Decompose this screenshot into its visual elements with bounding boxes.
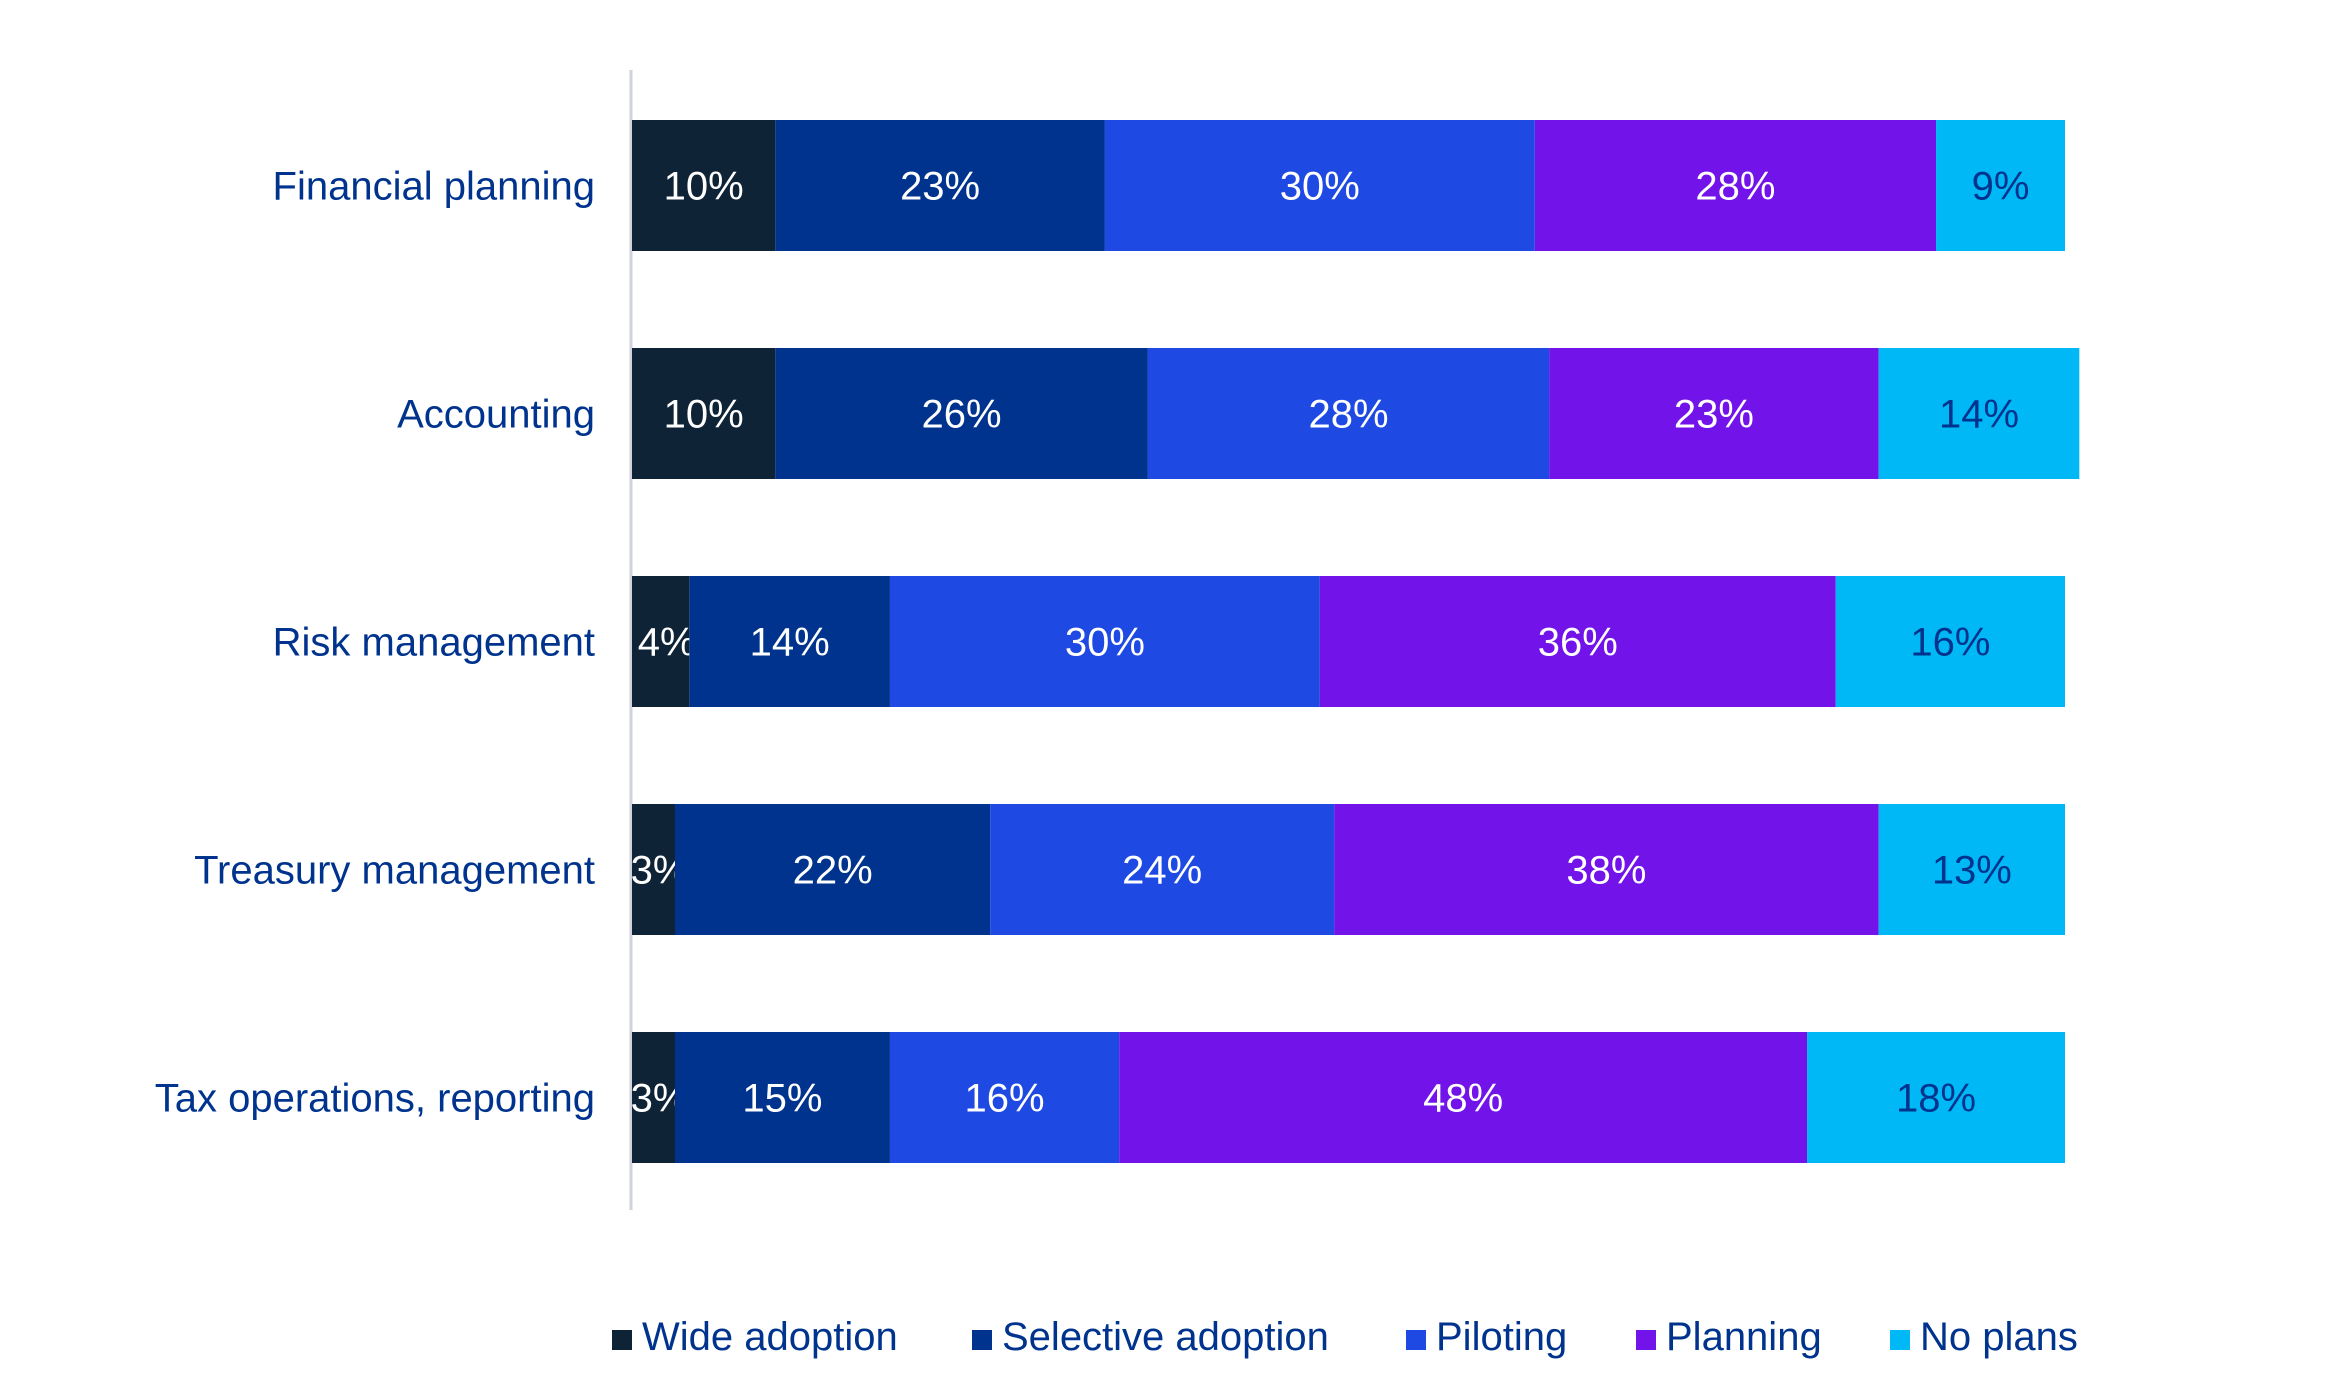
data-label: 13% [1932,849,2012,893]
bar-segment-wide-adoption [632,1032,675,1163]
legend-label: Selective adoption [1002,1315,1329,1359]
legend-label: Piloting [1436,1315,1567,1359]
bar-row: Risk management 4% 14% 30% 36% 16% [273,576,2065,707]
bar-segment-wide-adoption [632,120,776,251]
data-label: 18% [1896,1077,1976,1121]
data-label: 28% [1308,393,1388,437]
data-label: 16% [965,1077,1045,1121]
data-label: 23% [1674,393,1754,437]
category-label: Risk management [273,621,595,665]
bar-segment-selective-adoption [674,1032,890,1163]
legend-swatch [972,1330,992,1350]
bar-segment-piloting [889,1032,1120,1163]
data-label: 23% [900,165,980,209]
bar-segment-selective-adoption [674,804,991,935]
data-label: 48% [1423,1077,1503,1121]
data-label: 4% [638,621,696,665]
legend-swatch [1636,1330,1656,1350]
legend-item: Selective adoption [972,1315,1329,1359]
data-label: 30% [1065,621,1145,665]
bar-row: Tax operations, reporting 3% 15% 16% 48% 18% [155,1032,2065,1163]
bar-segment-piloting [990,804,1335,935]
bar-segment-no-plans [1835,576,2065,707]
legend-label: Wide adoption [642,1315,898,1359]
data-label: 28% [1695,165,1775,209]
legend-swatch [1890,1330,1910,1350]
bar-row: Financial planning 10% 23% 30% 28% 9% [273,120,2065,251]
data-label: 24% [1122,849,1202,893]
bar-segment-piloting [889,576,1320,707]
bar-segment-planning [1334,804,1879,935]
legend-item: Wide adoption [612,1315,898,1359]
bar-segment-planning [1534,120,1937,251]
bar-segment-no-plans [1878,804,2065,935]
bar-row: Accounting 10% 26% 28% 23% 14% [397,348,2080,479]
data-label: 22% [793,849,873,893]
legend-label: Planning [1666,1315,1822,1359]
bar-segment-piloting [1147,348,1550,479]
bar-segment-wide-adoption [632,804,675,935]
category-label: Accounting [397,393,595,437]
data-label: 38% [1566,849,1646,893]
legend-swatch [612,1330,632,1350]
bar-segment-wide-adoption [632,576,690,707]
bar-segment-selective-adoption [689,576,890,707]
data-label: 14% [1939,393,2019,437]
category-label: Treasury management [194,849,595,893]
bar-segment-piloting [1104,120,1535,251]
bar-segment-no-plans [1936,120,2065,251]
data-label: 16% [1910,621,1990,665]
bar-segment-planning [1549,348,1879,479]
data-label: 26% [922,393,1002,437]
legend-item: Planning [1636,1315,1822,1359]
legend-label: No plans [1920,1315,2078,1359]
bar-segment-no-plans [1807,1032,2065,1163]
bar-segment-selective-adoption [775,120,1105,251]
data-label: 10% [664,393,744,437]
bar-segment-wide-adoption [632,348,776,479]
legend-swatch [1406,1330,1426,1350]
legend-item: Piloting [1406,1315,1567,1359]
category-label: Tax operations, reporting [155,1077,595,1121]
category-label: Financial planning [273,165,595,209]
bar-segment-selective-adoption [775,348,1148,479]
data-label: 30% [1280,165,1360,209]
bar-segment-no-plans [1878,348,2080,479]
bar-segment-planning [1119,1032,1808,1163]
data-label: 15% [742,1077,822,1121]
bar-segment-planning [1319,576,1836,707]
data-label: 10% [664,165,744,209]
bar-row: Treasury management 3% 22% 24% 38% 13% [194,804,2065,935]
legend-item: No plans [1890,1315,2078,1359]
data-label: 14% [750,621,830,665]
data-label: 9% [1972,165,2030,209]
data-label: 36% [1538,621,1618,665]
